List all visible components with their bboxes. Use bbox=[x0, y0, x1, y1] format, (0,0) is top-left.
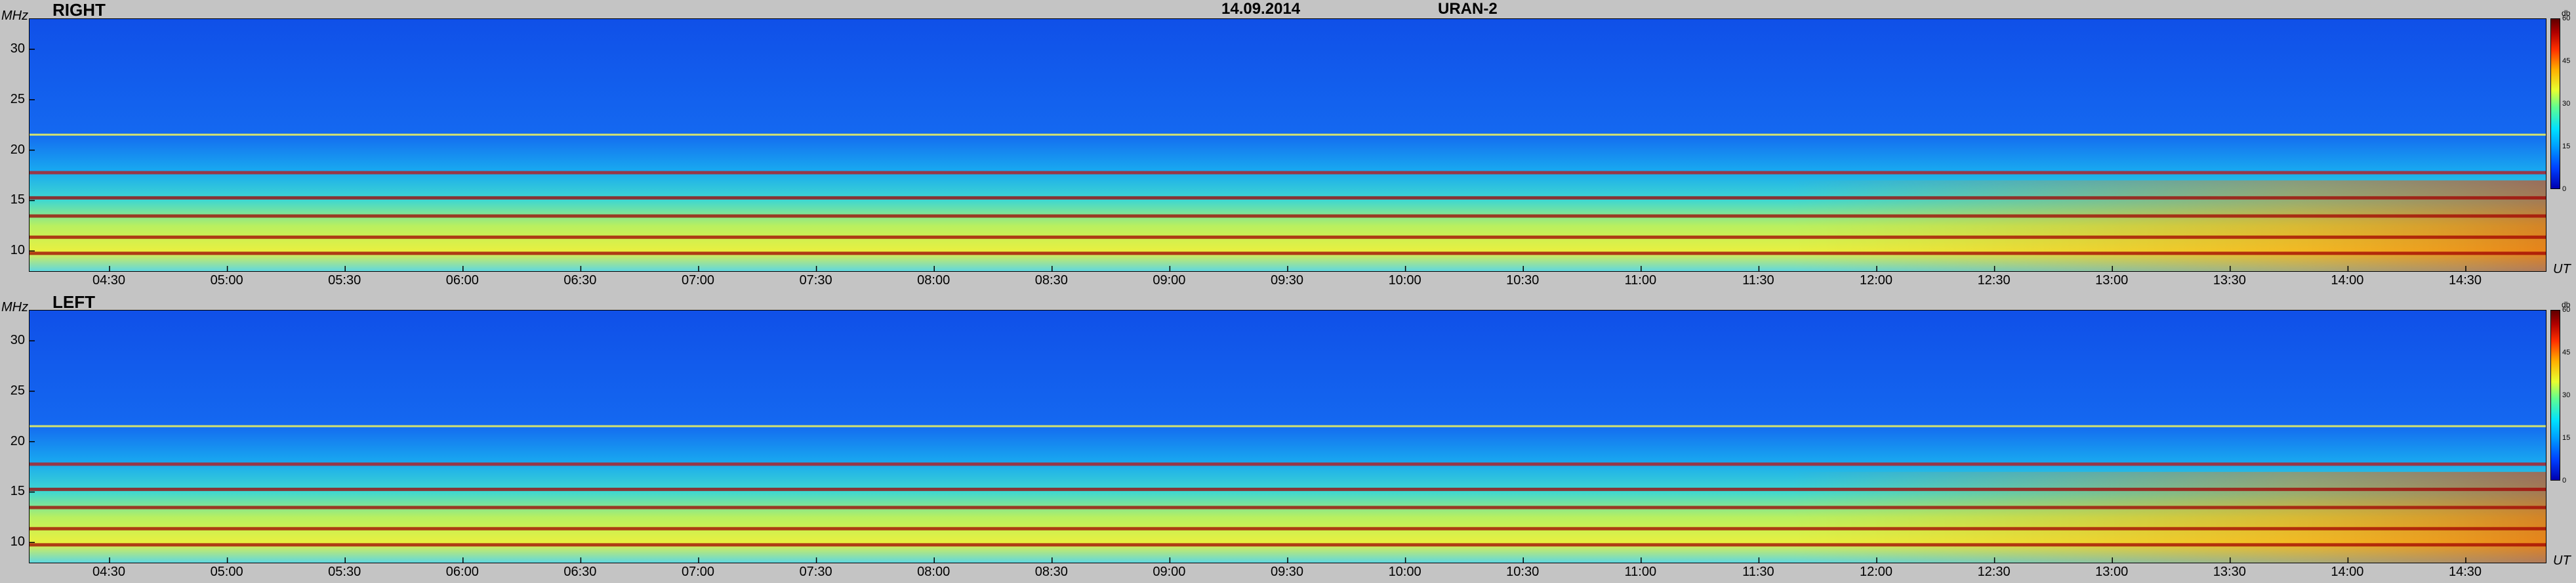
x-tick-label: 12:30 bbox=[1977, 565, 2011, 579]
x-tick-label: 14:00 bbox=[2331, 565, 2364, 579]
x-tick-label: 10:30 bbox=[1506, 565, 1540, 579]
date-label: 14.09.2014 bbox=[1221, 0, 1301, 18]
x-tick-label: 14:30 bbox=[2448, 273, 2482, 288]
x-tick-label: 13:30 bbox=[2213, 565, 2246, 579]
spectrogram-right bbox=[29, 18, 2546, 272]
x-tick-label: 10:00 bbox=[1388, 565, 1421, 579]
x-tick-label: 09:00 bbox=[1153, 565, 1186, 579]
y-tick-label: 15 bbox=[10, 484, 25, 499]
x-tick-label: 08:00 bbox=[917, 273, 951, 288]
x-tick-label: 08:30 bbox=[1034, 273, 1068, 288]
emission-band bbox=[30, 171, 2546, 175]
colorbar-tick-label: 30 bbox=[2562, 391, 2571, 399]
y-tick-label: 20 bbox=[10, 433, 25, 448]
x-tick-label: 08:00 bbox=[917, 565, 951, 579]
y-tick-label: 25 bbox=[10, 91, 25, 106]
colorbar-bottom bbox=[2550, 310, 2560, 481]
x-tick-label: 14:30 bbox=[2448, 565, 2482, 579]
y-tick-label: 30 bbox=[10, 333, 25, 348]
emission-band bbox=[30, 506, 2546, 509]
x-tick-label: 12:00 bbox=[1859, 565, 1893, 579]
x-tick-label: 06:00 bbox=[445, 565, 479, 579]
y-axis-unit-top: MHz bbox=[1, 9, 29, 23]
colorbar-tick-label: 60 bbox=[2562, 306, 2571, 314]
x-tick-label: 07:30 bbox=[799, 565, 832, 579]
x-tick-label: 07:00 bbox=[681, 565, 715, 579]
x-tick-label: 11:30 bbox=[1742, 565, 1774, 579]
colorbar-tick-label: 0 bbox=[2562, 477, 2567, 485]
x-tick-label: 06:30 bbox=[563, 565, 597, 579]
x-tick-label: 14:00 bbox=[2331, 273, 2364, 288]
emission-band bbox=[30, 462, 2546, 466]
x-tick-label: 10:30 bbox=[1506, 273, 1540, 288]
x-tick-label: 06:30 bbox=[563, 273, 597, 288]
x-tick-label: 07:00 bbox=[681, 273, 715, 288]
emission-band bbox=[30, 527, 2546, 530]
x-axis-unit-top: UT bbox=[2553, 262, 2571, 276]
colorbar-tick-label: 15 bbox=[2562, 142, 2571, 150]
x-tick-label: 13:00 bbox=[2095, 565, 2129, 579]
spectrogram-intensity-overlay bbox=[30, 471, 2546, 563]
instrument-label: URAN-2 bbox=[1438, 0, 1498, 18]
y-tick-label: 10 bbox=[10, 243, 25, 258]
x-tick-label: 08:30 bbox=[1034, 565, 1068, 579]
y-tick-label: 15 bbox=[10, 192, 25, 207]
spectrogram-left-plot bbox=[30, 311, 2546, 563]
x-tick-label: 11:30 bbox=[1742, 273, 1774, 288]
x-tick-label: 12:00 bbox=[1859, 273, 1893, 288]
x-tick-label: 07:30 bbox=[799, 273, 832, 288]
spectrogram-left bbox=[29, 310, 2546, 563]
colorbar-tick-label: 30 bbox=[2562, 100, 2571, 108]
y-tick-label: 10 bbox=[10, 534, 25, 550]
emission-band bbox=[30, 235, 2546, 239]
colorbar-tick-label: 0 bbox=[2562, 185, 2567, 193]
x-tick-label: 11:00 bbox=[1624, 273, 1657, 288]
x-tick-label: 09:30 bbox=[1270, 273, 1304, 288]
x-axis-unit-bottom: UT bbox=[2553, 553, 2571, 568]
colorbar-unit-bottom: db bbox=[2562, 300, 2571, 309]
x-tick-label: 11:00 bbox=[1624, 565, 1657, 579]
x-tick-label: 13:30 bbox=[2213, 273, 2246, 288]
colorbar-tick-label: 45 bbox=[2562, 349, 2571, 356]
colorbar-unit-top: db bbox=[2562, 9, 2571, 18]
emission-band bbox=[30, 487, 2546, 491]
x-tick-label: 04:30 bbox=[92, 273, 126, 288]
emission-band bbox=[30, 425, 2546, 427]
emission-band bbox=[30, 214, 2546, 218]
emission-band bbox=[30, 196, 2546, 200]
colorbar-tick-label: 15 bbox=[2562, 434, 2571, 442]
colorbar-tick-label: 60 bbox=[2562, 14, 2571, 22]
emission-band bbox=[30, 251, 2546, 255]
x-tick-label: 05:30 bbox=[328, 565, 361, 579]
x-tick-label: 09:30 bbox=[1270, 565, 1304, 579]
x-tick-label: 13:00 bbox=[2095, 273, 2129, 288]
emission-band bbox=[30, 543, 2546, 547]
y-tick-label: 30 bbox=[10, 41, 25, 56]
x-tick-label: 12:30 bbox=[1977, 273, 2011, 288]
y-tick-label: 25 bbox=[10, 383, 25, 398]
spectrogram-right-plot bbox=[30, 19, 2546, 271]
panel-title-right: RIGHT bbox=[52, 0, 106, 20]
emission-band bbox=[30, 133, 2546, 136]
x-tick-label: 04:30 bbox=[92, 565, 126, 579]
spectrogram-intensity-overlay bbox=[30, 180, 2546, 271]
colorbar-tick-label: 45 bbox=[2562, 57, 2571, 65]
x-tick-label: 05:30 bbox=[328, 273, 361, 288]
panel-title-left: LEFT bbox=[52, 292, 95, 312]
x-tick-label: 05:00 bbox=[210, 273, 243, 288]
x-tick-label: 09:00 bbox=[1153, 273, 1186, 288]
x-tick-label: 10:00 bbox=[1388, 273, 1421, 288]
y-axis-unit-bottom: MHz bbox=[1, 300, 29, 314]
y-tick-label: 20 bbox=[10, 142, 25, 157]
x-tick-label: 05:00 bbox=[210, 565, 243, 579]
x-tick-label: 06:00 bbox=[445, 273, 479, 288]
colorbar-top bbox=[2550, 18, 2560, 189]
